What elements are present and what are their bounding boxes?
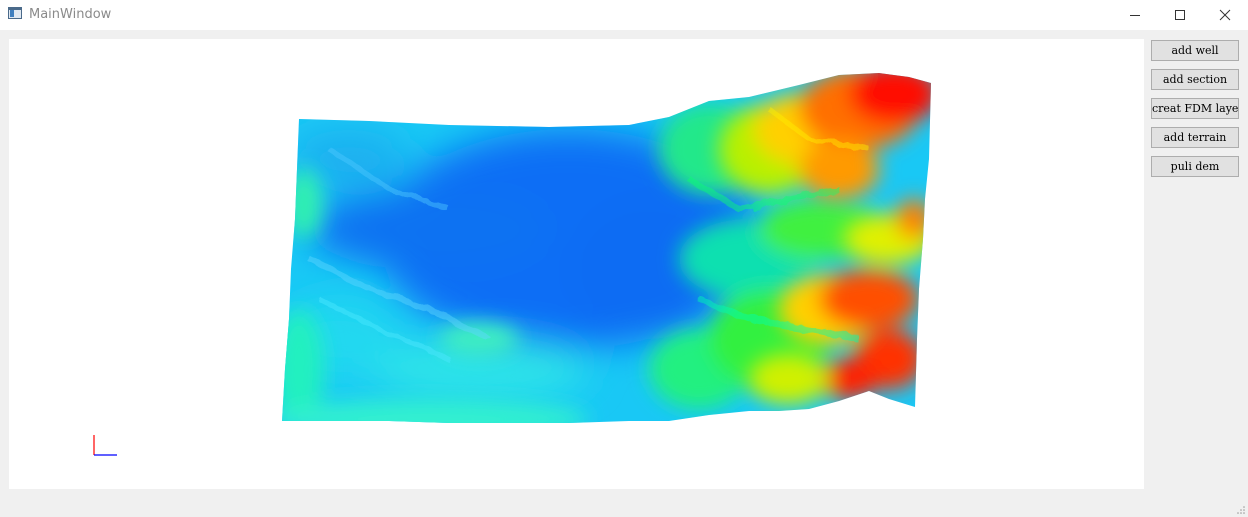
terrain-dem-render	[93, 73, 931, 456]
maximize-button[interactable]	[1157, 0, 1203, 30]
add-section-button[interactable]: add section	[1151, 69, 1239, 90]
add-well-button[interactable]: add well	[1151, 40, 1239, 61]
maximize-icon	[1175, 10, 1185, 20]
add-terrain-button[interactable]: add terrain	[1151, 127, 1239, 148]
window-title: MainWindow	[29, 7, 112, 22]
minimize-icon	[1130, 15, 1140, 16]
resize-grip-icon[interactable]	[1236, 505, 1246, 515]
terrain-surface	[282, 73, 931, 423]
title-bar[interactable]: MainWindow	[0, 0, 1248, 30]
puli-dem-button[interactable]: puli dem	[1151, 156, 1239, 177]
creat-fdm-layers-button[interactable]: creat FDM layers	[1151, 98, 1239, 119]
app-window-icon	[8, 7, 22, 19]
close-button[interactable]	[1202, 0, 1248, 30]
close-icon	[1219, 9, 1231, 21]
axes-indicator-icon	[93, 435, 117, 456]
terrain-3d-viewport[interactable]	[9, 39, 1144, 489]
minimize-button[interactable]	[1112, 0, 1158, 30]
